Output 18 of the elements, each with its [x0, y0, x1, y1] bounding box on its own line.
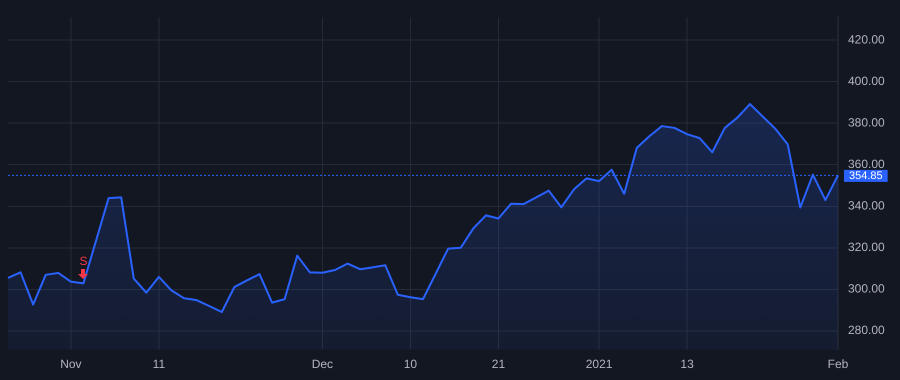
- y-tick-label: 280.00: [848, 323, 886, 338]
- annotation: S: [79, 254, 88, 268]
- x-tick-label: 21: [492, 357, 506, 372]
- y-tick-label: 380.00: [848, 115, 886, 130]
- x-tick-label: Nov: [60, 357, 82, 372]
- y-tick-label: 360.00: [848, 157, 886, 172]
- x-tick-label: Feb: [828, 357, 849, 372]
- x-tick-label: 11: [152, 357, 166, 372]
- y-tick-label: 320.00: [848, 240, 886, 254]
- y-tick-label: 340.00: [848, 198, 886, 213]
- y-tick-label: 300.00: [848, 282, 886, 296]
- x-tick-label: Dec: [312, 357, 334, 372]
- y-tick-label: 400.00: [848, 74, 886, 88]
- x-tick-label: 2021: [586, 357, 613, 372]
- ref-line-label: 354.85: [849, 170, 883, 182]
- x-tick-label: 13: [680, 357, 694, 372]
- y-tick-label: 420.00: [848, 32, 886, 46]
- x-tick-label: 10: [404, 357, 418, 372]
